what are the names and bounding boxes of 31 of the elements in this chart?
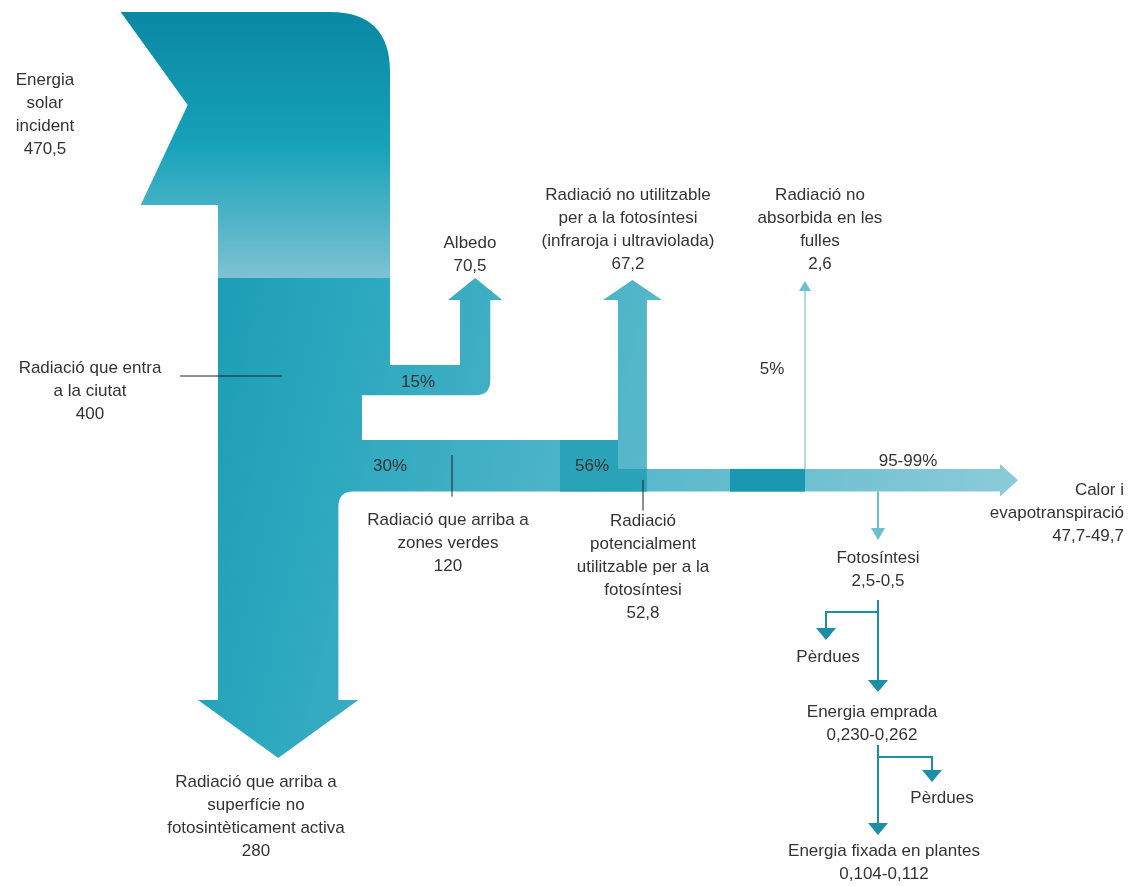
data-label: 400 (75, 404, 105, 423)
data-label: 0,104-0,112 (839, 864, 929, 883)
category-label: Albedo (443, 233, 497, 252)
category-label: Radiació que arriba a zones verdes (367, 510, 529, 552)
data-label: 280 (241, 841, 271, 860)
category-label: Pèrdues (796, 646, 860, 668)
text: 56% (574, 455, 610, 477)
data-label: 2,5-0,5 (851, 571, 905, 590)
text: 15% (400, 371, 436, 393)
category-label: Radiació no absorbida en les fulles (757, 185, 883, 250)
text: 5% (759, 358, 785, 380)
category-label: Energia emprada (806, 702, 938, 721)
category-label: Radiació que entra a la ciutat (18, 358, 162, 400)
text: 30% (372, 455, 408, 477)
category-label: Pèrdues (910, 787, 974, 809)
data-label: 67,2 (611, 254, 645, 273)
data-label: 0,230-0,262 (826, 725, 918, 744)
text: 95-99% (878, 450, 938, 472)
data-label: 470,5 (23, 139, 67, 158)
data-label: 2,6 (808, 254, 832, 273)
category-label: Energia fixada en plantes (788, 841, 980, 860)
category-label: Energia solar incident (15, 70, 75, 135)
category-label: Calor i evapotranspiració (989, 480, 1124, 522)
data-label: 70,5 (453, 256, 487, 275)
category-label: Radiació no utilitzable per a la fotosíntesi (infraroja i ultraviolada) (541, 185, 715, 250)
category-label: Radiació que arriba a superfície no fotosintèticament activa (167, 772, 345, 837)
data-label: 52,8 (626, 603, 660, 622)
data-label: 120 (433, 556, 463, 575)
data-label: 47,7-49,7 (1052, 526, 1124, 545)
category-label: Fotosíntesi (836, 548, 920, 567)
category-label: Radiació potencialment utilitzable per a la fotosíntesi (576, 511, 710, 599)
